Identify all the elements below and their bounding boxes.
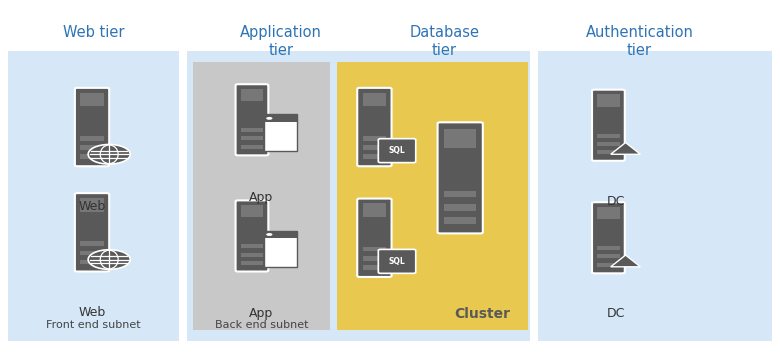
Bar: [597, 94, 619, 107]
FancyBboxPatch shape: [438, 122, 483, 233]
Bar: [241, 253, 263, 257]
Bar: [538, 51, 772, 341]
Bar: [241, 244, 263, 248]
Bar: [444, 217, 477, 224]
Bar: [363, 256, 386, 261]
Bar: [193, 62, 330, 330]
Bar: [80, 250, 104, 255]
Circle shape: [266, 233, 272, 236]
Text: SQL: SQL: [388, 257, 406, 266]
Text: App: App: [249, 307, 274, 321]
Bar: [80, 260, 104, 264]
Bar: [363, 155, 386, 159]
Bar: [363, 247, 386, 252]
Text: Web: Web: [79, 200, 105, 213]
Bar: [241, 144, 263, 149]
Text: Web: Web: [79, 306, 105, 319]
Circle shape: [88, 250, 130, 269]
Bar: [363, 203, 386, 217]
Text: App: App: [249, 191, 274, 204]
Bar: [80, 241, 104, 246]
Text: SQL: SQL: [388, 146, 406, 155]
Bar: [363, 93, 386, 106]
FancyBboxPatch shape: [378, 249, 416, 273]
FancyBboxPatch shape: [236, 200, 268, 272]
Bar: [597, 254, 619, 258]
Bar: [80, 145, 104, 150]
Bar: [264, 114, 297, 122]
Bar: [363, 136, 386, 141]
Bar: [337, 62, 528, 330]
Bar: [597, 207, 619, 219]
Bar: [80, 198, 104, 212]
Text: DC: DC: [607, 195, 626, 208]
Bar: [444, 129, 477, 148]
Circle shape: [88, 144, 130, 164]
Bar: [597, 142, 619, 146]
FancyBboxPatch shape: [236, 84, 268, 155]
Bar: [241, 136, 263, 140]
Bar: [264, 231, 297, 238]
FancyBboxPatch shape: [75, 193, 109, 272]
Text: Authentication
tier: Authentication tier: [586, 25, 693, 58]
Bar: [597, 150, 619, 154]
Bar: [264, 114, 297, 151]
Bar: [80, 93, 104, 106]
Bar: [241, 89, 263, 101]
Text: Application
tier: Application tier: [240, 25, 321, 58]
Bar: [8, 51, 179, 341]
Text: DC: DC: [607, 307, 626, 321]
FancyBboxPatch shape: [357, 199, 392, 277]
Bar: [444, 204, 477, 211]
Bar: [187, 51, 530, 341]
FancyBboxPatch shape: [378, 139, 416, 163]
Bar: [241, 205, 263, 217]
Bar: [597, 246, 619, 250]
Text: Cluster: Cluster: [454, 307, 510, 321]
FancyBboxPatch shape: [357, 88, 392, 166]
Bar: [80, 155, 104, 159]
Bar: [363, 265, 386, 270]
Bar: [597, 134, 619, 138]
Polygon shape: [611, 255, 640, 267]
Bar: [241, 261, 263, 265]
FancyBboxPatch shape: [75, 88, 109, 166]
Bar: [597, 262, 619, 267]
Polygon shape: [611, 143, 640, 154]
Text: Web tier: Web tier: [63, 25, 124, 40]
Text: Back end subnet: Back end subnet: [215, 320, 308, 330]
FancyBboxPatch shape: [592, 90, 625, 161]
Bar: [80, 136, 104, 141]
Text: Database
tier: Database tier: [410, 25, 480, 58]
FancyBboxPatch shape: [592, 202, 625, 273]
Bar: [241, 128, 263, 132]
Bar: [444, 191, 477, 197]
Circle shape: [266, 117, 272, 120]
Text: Front end subnet: Front end subnet: [46, 320, 141, 330]
Bar: [264, 231, 297, 267]
Bar: [363, 145, 386, 150]
